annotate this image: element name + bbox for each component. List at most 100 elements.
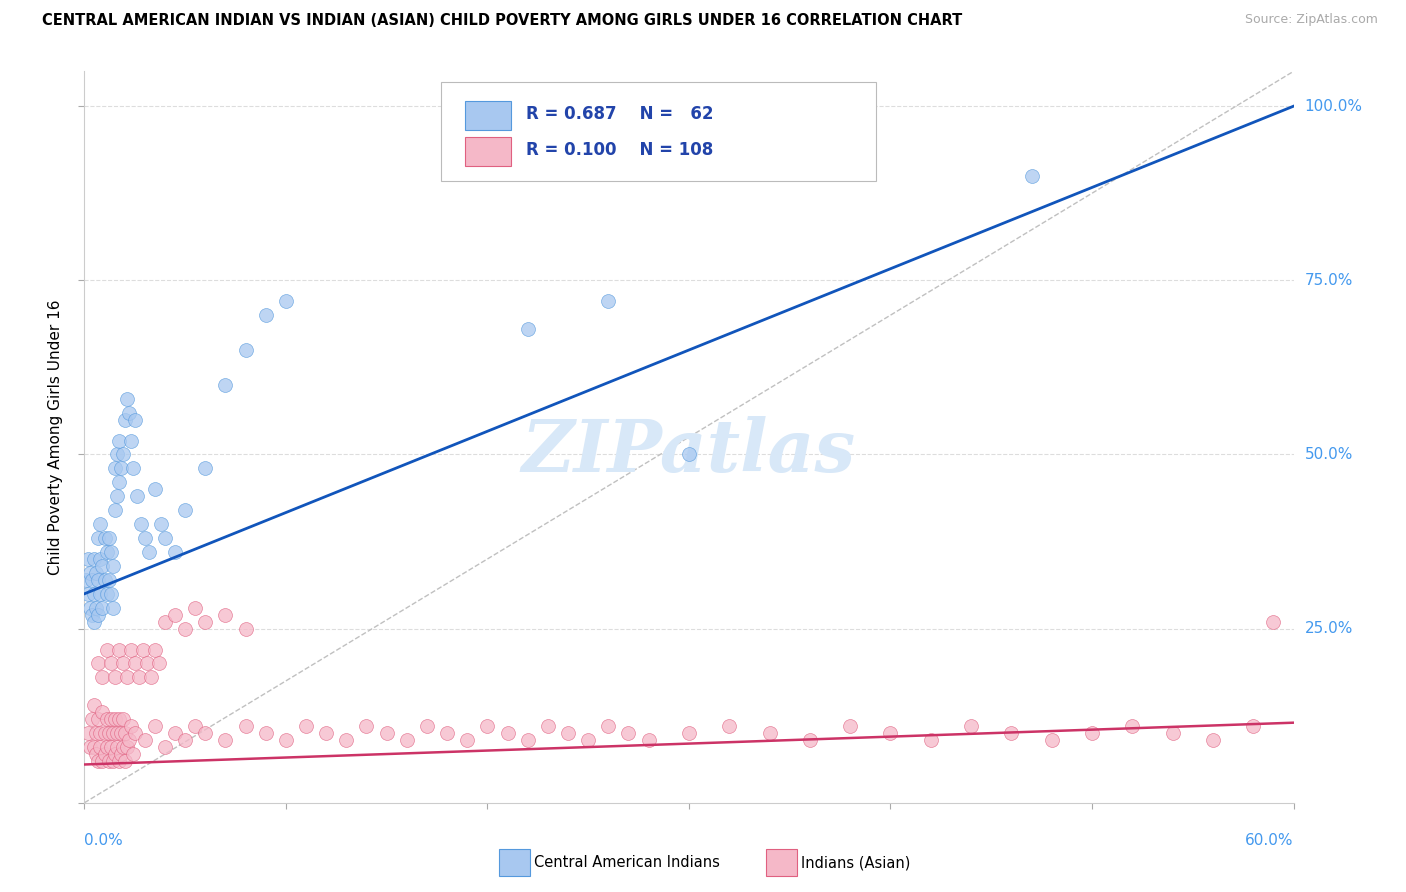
Text: Central American Indians: Central American Indians bbox=[534, 855, 720, 870]
Point bbox=[153, 740, 176, 755]
Point bbox=[86, 726, 108, 740]
Point bbox=[235, 343, 257, 357]
Point bbox=[86, 747, 108, 761]
Point bbox=[637, 733, 659, 747]
Point bbox=[115, 392, 138, 406]
Point bbox=[93, 573, 115, 587]
Point bbox=[375, 726, 398, 740]
Point bbox=[110, 747, 132, 761]
Point bbox=[100, 587, 122, 601]
Point bbox=[125, 489, 148, 503]
Point bbox=[477, 719, 499, 733]
Point bbox=[920, 733, 942, 747]
Point bbox=[93, 726, 115, 740]
Point bbox=[82, 712, 104, 726]
Point bbox=[1040, 733, 1063, 747]
Point bbox=[79, 566, 101, 580]
Point bbox=[114, 754, 136, 768]
Point bbox=[105, 489, 128, 503]
Text: 60.0%: 60.0% bbox=[1246, 833, 1294, 848]
Point bbox=[134, 531, 156, 545]
Point bbox=[86, 600, 108, 615]
Point bbox=[87, 712, 110, 726]
Bar bbox=[465, 137, 512, 167]
Point bbox=[87, 657, 110, 671]
FancyBboxPatch shape bbox=[441, 82, 876, 181]
Point bbox=[101, 558, 124, 573]
Point bbox=[153, 531, 176, 545]
Point bbox=[1000, 726, 1022, 740]
Point bbox=[93, 531, 115, 545]
Text: Source: ZipAtlas.com: Source: ZipAtlas.com bbox=[1244, 13, 1378, 27]
Point bbox=[356, 719, 378, 733]
Point bbox=[104, 712, 127, 726]
Point bbox=[107, 712, 129, 726]
Point bbox=[121, 747, 143, 761]
Point bbox=[134, 733, 156, 747]
Point bbox=[100, 545, 122, 559]
Point bbox=[89, 726, 111, 740]
Text: CENTRAL AMERICAN INDIAN VS INDIAN (ASIAN) CHILD POVERTY AMONG GIRLS UNDER 16 COR: CENTRAL AMERICAN INDIAN VS INDIAN (ASIAN… bbox=[42, 13, 963, 29]
Point bbox=[89, 552, 111, 566]
Point bbox=[104, 747, 127, 761]
Point bbox=[194, 726, 217, 740]
Point bbox=[557, 726, 579, 740]
Point bbox=[114, 726, 136, 740]
Point bbox=[128, 670, 150, 684]
Point bbox=[235, 719, 257, 733]
Point bbox=[165, 607, 187, 622]
Point bbox=[120, 434, 142, 448]
Point bbox=[274, 294, 297, 309]
Text: 25.0%: 25.0% bbox=[1305, 621, 1353, 636]
Point bbox=[124, 657, 146, 671]
Point bbox=[111, 448, 134, 462]
Point bbox=[617, 726, 640, 740]
Point bbox=[111, 740, 134, 755]
Point bbox=[86, 566, 108, 580]
Y-axis label: Child Poverty Among Girls Under 16: Child Poverty Among Girls Under 16 bbox=[48, 300, 63, 574]
Point bbox=[254, 726, 277, 740]
Text: 100.0%: 100.0% bbox=[1305, 99, 1362, 113]
Point bbox=[83, 698, 105, 713]
Point bbox=[110, 461, 132, 475]
Point bbox=[91, 705, 114, 719]
Point bbox=[143, 483, 166, 497]
Point bbox=[82, 573, 104, 587]
Point bbox=[107, 475, 129, 490]
Point bbox=[295, 719, 318, 733]
Point bbox=[83, 740, 105, 755]
Point bbox=[576, 733, 599, 747]
Point bbox=[75, 573, 97, 587]
Point bbox=[120, 719, 142, 733]
Point bbox=[143, 719, 166, 733]
Point bbox=[79, 740, 101, 755]
Point bbox=[149, 517, 172, 532]
Point bbox=[107, 754, 129, 768]
Point bbox=[132, 642, 155, 657]
Point bbox=[105, 448, 128, 462]
Point bbox=[758, 726, 780, 740]
Text: ZIPatlas: ZIPatlas bbox=[522, 417, 856, 487]
Point bbox=[87, 754, 110, 768]
Bar bbox=[465, 101, 512, 130]
Point bbox=[139, 670, 162, 684]
Point bbox=[77, 552, 100, 566]
Point bbox=[1081, 726, 1104, 740]
Text: 50.0%: 50.0% bbox=[1305, 447, 1353, 462]
Point bbox=[1202, 733, 1225, 747]
Point bbox=[97, 573, 120, 587]
Point bbox=[107, 642, 129, 657]
Point bbox=[879, 726, 901, 740]
Point bbox=[1263, 615, 1285, 629]
Point bbox=[97, 531, 120, 545]
Point bbox=[598, 719, 620, 733]
Text: Indians (Asian): Indians (Asian) bbox=[801, 855, 911, 870]
Point bbox=[105, 740, 128, 755]
Point bbox=[516, 733, 538, 747]
Point bbox=[100, 657, 122, 671]
Point bbox=[89, 517, 111, 532]
Point bbox=[194, 461, 217, 475]
Point bbox=[436, 726, 458, 740]
Point bbox=[214, 733, 236, 747]
Point bbox=[87, 531, 110, 545]
